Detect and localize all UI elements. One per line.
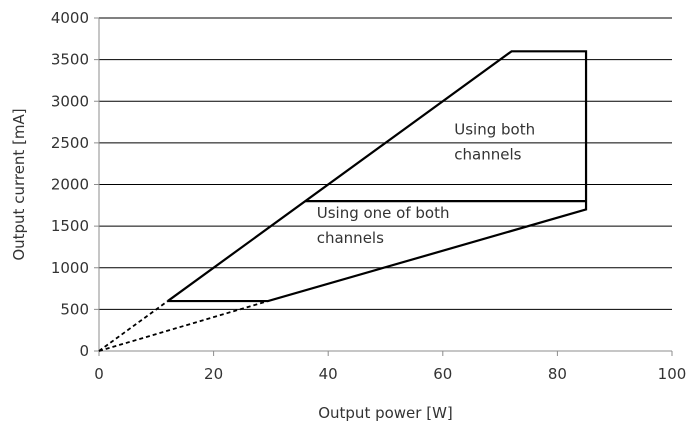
y-tick-label-2500: 2500 (51, 134, 89, 152)
y-tick-label-2000: 2000 (51, 176, 89, 194)
x-tick-label-100: 100 (658, 365, 687, 383)
y-tick-label-0: 0 (79, 342, 89, 360)
series-line-4 (98, 300, 269, 352)
x-tick-label-0: 0 (94, 365, 104, 383)
y-axis-title: Output current [mA] (10, 108, 28, 260)
annotations: Using both channels Using one of both chann… (317, 121, 535, 247)
tick-labels: 0 500 1000 1500 2000 2500 3000 3500 4000 0 20 40 60 8… (51, 9, 687, 383)
x-tick-label-20: 20 (204, 365, 223, 383)
x-tick-label-60: 60 (433, 365, 452, 383)
y-tick-label-3500: 3500 (51, 51, 89, 69)
y-tick-label-1500: 1500 (51, 217, 89, 235)
annotation-2-line-1: Using one of both (317, 204, 450, 222)
y-tick-label-4000: 4000 (51, 9, 89, 27)
x-axis-title: Output power [W] (318, 404, 453, 422)
annotation-1-line-2: channels (454, 146, 521, 164)
series-line-3 (98, 300, 169, 352)
x-tick-label-80: 80 (548, 365, 567, 383)
y-tick-label-500: 500 (60, 300, 89, 318)
series-lines (98, 50, 588, 352)
annotation-1-line-1: Using both (454, 121, 535, 139)
y-tick-label-1000: 1000 (51, 259, 89, 277)
x-tick-label-40: 40 (319, 365, 338, 383)
series-line-1 (167, 50, 588, 303)
annotation-2-line-2: channels (317, 229, 384, 247)
axes (94, 17, 673, 356)
y-tick-label-3000: 3000 (51, 92, 89, 110)
